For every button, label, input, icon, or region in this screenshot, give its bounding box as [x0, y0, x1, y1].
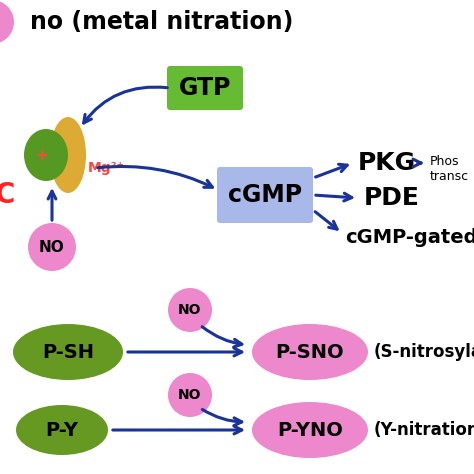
Text: no (metal nitration): no (metal nitration): [30, 10, 293, 34]
FancyBboxPatch shape: [167, 66, 243, 110]
Text: NO: NO: [39, 239, 65, 255]
Text: (S-nitrosylati: (S-nitrosylati: [374, 343, 474, 361]
Text: NO: NO: [178, 303, 202, 317]
Circle shape: [168, 373, 212, 417]
Text: P-SNO: P-SNO: [276, 343, 344, 362]
Text: C: C: [0, 181, 15, 209]
Circle shape: [28, 223, 76, 271]
Ellipse shape: [13, 324, 123, 380]
Ellipse shape: [24, 129, 68, 181]
Ellipse shape: [50, 117, 86, 193]
Circle shape: [0, 0, 14, 44]
Text: cGMP: cGMP: [228, 183, 302, 207]
Ellipse shape: [16, 405, 108, 455]
Text: Phos: Phos: [430, 155, 459, 168]
Text: transc: transc: [430, 170, 469, 183]
Ellipse shape: [252, 402, 368, 458]
Text: (Y-nitration): (Y-nitration): [374, 421, 474, 439]
Text: GTP: GTP: [179, 76, 231, 100]
Text: P-YNO: P-YNO: [277, 420, 343, 439]
Text: PKG: PKG: [358, 151, 416, 175]
Text: cGMP-gated: cGMP-gated: [345, 228, 474, 246]
Text: Mg²⁺: Mg²⁺: [88, 161, 125, 175]
Circle shape: [168, 288, 212, 332]
Ellipse shape: [252, 324, 368, 380]
Text: PDE: PDE: [364, 186, 420, 210]
Text: P-SH: P-SH: [42, 343, 94, 362]
Text: P-Y: P-Y: [46, 420, 79, 439]
FancyBboxPatch shape: [217, 167, 313, 223]
Text: NO: NO: [178, 388, 202, 402]
Text: +: +: [36, 147, 48, 163]
